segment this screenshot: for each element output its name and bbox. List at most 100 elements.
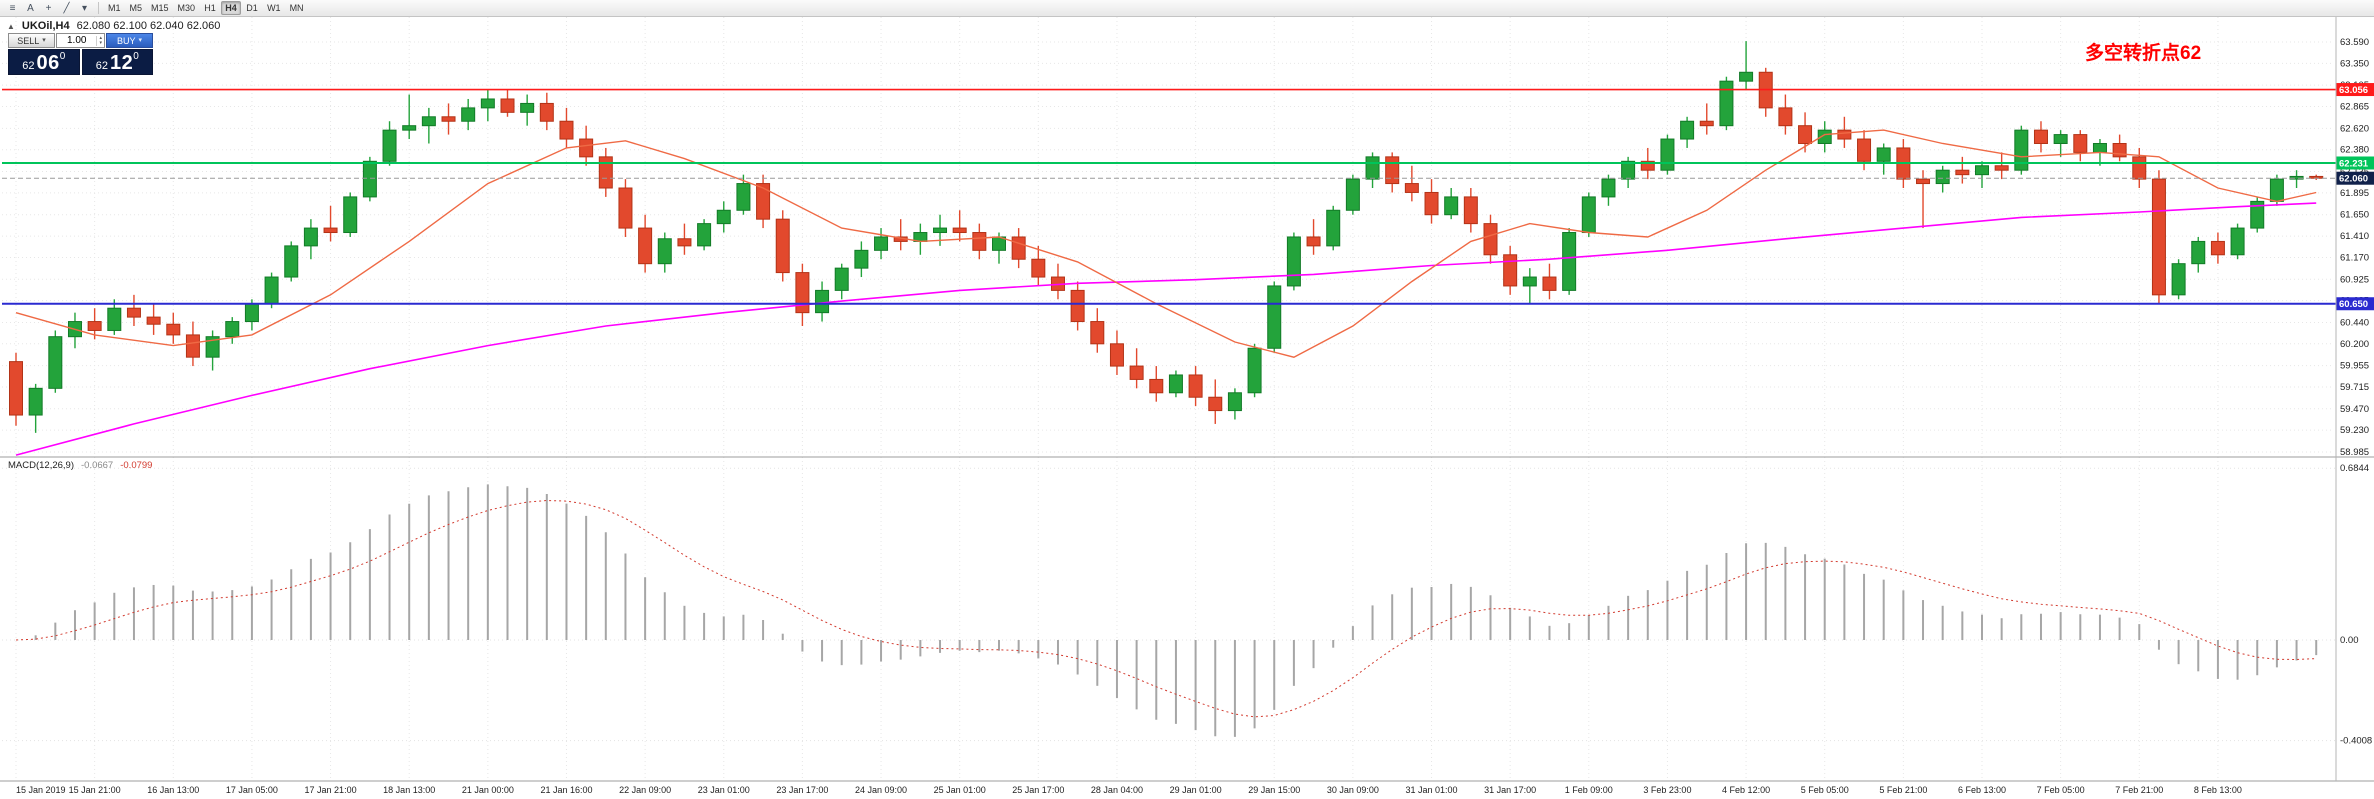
spin-down-icon[interactable]: ▾ xyxy=(99,39,102,46)
svg-text:60.925: 60.925 xyxy=(2340,274,2369,285)
spin-up-icon[interactable]: ▴ xyxy=(99,34,102,41)
svg-text:61.895: 61.895 xyxy=(2340,188,2369,199)
timeframe-button-mn[interactable]: MN xyxy=(289,3,304,13)
timeframe-button-h1[interactable]: H1 xyxy=(204,3,216,13)
timeframe-button-h4[interactable]: H4 xyxy=(221,1,242,15)
svg-text:3 Feb 23:00: 3 Feb 23:00 xyxy=(1643,785,1691,795)
one-click-trade-panel: SELL ▾ ▴ ▾ BUY ▾ 62 06 0 62 xyxy=(8,33,153,75)
svg-text:15 Jan 2019: 15 Jan 2019 xyxy=(16,785,66,795)
price-axis[interactable]: 63.59063.35063.10562.86562.62062.38062.1… xyxy=(2340,37,2369,458)
svg-text:16 Jan 13:00: 16 Jan 13:00 xyxy=(147,785,199,795)
svg-text:5 Feb 05:00: 5 Feb 05:00 xyxy=(1801,785,1849,795)
svg-text:61.170: 61.170 xyxy=(2340,252,2369,263)
svg-text:28 Jan 04:00: 28 Jan 04:00 xyxy=(1091,785,1143,795)
macd-layer: 0.6844 0.00 -0.4008 xyxy=(2,463,2372,747)
timeframe-button-m15[interactable]: M15 xyxy=(151,3,169,13)
svg-text:21 Jan 00:00: 21 Jan 00:00 xyxy=(462,785,514,795)
timeframe-button-w1[interactable]: W1 xyxy=(267,3,281,13)
svg-text:63.056: 63.056 xyxy=(2339,85,2368,96)
ohlc-quote: 62.080 62.100 62.040 62.060 xyxy=(76,20,221,32)
svg-text:7 Feb 21:00: 7 Feb 21:00 xyxy=(2115,785,2163,795)
svg-text:63.350: 63.350 xyxy=(2340,58,2369,69)
ask-price-display[interactable]: 62 12 0 xyxy=(81,49,153,75)
time-axis[interactable]: 15 Jan 2019 15 Jan 21:00 16 Jan 13:00 17 Ja… xyxy=(16,785,2242,795)
chart-header: ▲ UKOil,H4 62.080 62.100 62.040 62.060 xyxy=(7,20,220,32)
bid-big-digits: 06 xyxy=(36,52,60,74)
svg-text:17 Jan 05:00: 17 Jan 05:00 xyxy=(226,785,278,795)
svg-text:60.650: 60.650 xyxy=(2339,299,2368,310)
svg-text:0.6844: 0.6844 xyxy=(2340,463,2369,474)
bid-sup-digit: 0 xyxy=(59,51,66,62)
tools-dropdown-icon[interactable]: ▾ xyxy=(81,2,88,14)
svg-text:4 Feb 12:00: 4 Feb 12:00 xyxy=(1722,785,1770,795)
chart-menu-icon[interactable]: ≡ xyxy=(9,2,16,14)
svg-text:21 Jan 16:00: 21 Jan 16:00 xyxy=(540,785,592,795)
price-tag: 62.231 xyxy=(2336,156,2374,170)
svg-text:61.410: 61.410 xyxy=(2340,231,2369,242)
timeframe-button-m30[interactable]: M30 xyxy=(177,3,196,13)
cursor-tool-icon[interactable]: A xyxy=(27,2,34,14)
svg-text:25 Jan 17:00: 25 Jan 17:00 xyxy=(1012,785,1064,795)
buy-button[interactable]: BUY ▾ xyxy=(106,33,153,48)
macd-signal-line xyxy=(15,499,2317,718)
line-tool-icon[interactable]: ╱ xyxy=(63,2,70,14)
svg-text:6 Feb 13:00: 6 Feb 13:00 xyxy=(1958,785,2006,795)
macd-indicator-label: MACD(12,26,9) -0.0667 -0.0799 xyxy=(8,460,152,471)
toolbar-separator xyxy=(98,2,99,14)
price-tag: 60.650 xyxy=(2336,297,2374,311)
hlines-layer[interactable] xyxy=(2,88,2336,305)
ask-big-digits: 12 xyxy=(109,52,134,74)
price-tag: 62.060 xyxy=(2336,171,2374,185)
svg-text:59.230: 59.230 xyxy=(2340,425,2369,436)
timeframe-button-d1[interactable]: D1 xyxy=(246,3,258,13)
ask-prefix: 62 xyxy=(95,59,108,72)
svg-text:63.590: 63.590 xyxy=(2340,37,2369,48)
svg-text:62.231: 62.231 xyxy=(2339,158,2369,169)
svg-text:62.620: 62.620 xyxy=(2340,123,2369,134)
crosshair-tool-icon[interactable]: + xyxy=(45,2,52,14)
volume-input[interactable] xyxy=(57,34,97,47)
timeframe-button-m1[interactable]: M1 xyxy=(108,3,121,13)
svg-text:31 Jan 17:00: 31 Jan 17:00 xyxy=(1484,785,1536,795)
svg-text:23 Jan 01:00: 23 Jan 01:00 xyxy=(698,785,750,795)
svg-text:25 Jan 01:00: 25 Jan 01:00 xyxy=(934,785,986,795)
bid-prefix: 62 xyxy=(22,59,35,72)
sell-button[interactable]: SELL ▾ xyxy=(8,33,55,48)
svg-text:-0.4008: -0.4008 xyxy=(2340,736,2372,747)
svg-text:15 Jan 21:00: 15 Jan 21:00 xyxy=(69,785,121,795)
svg-text:31 Jan 01:00: 31 Jan 01:00 xyxy=(1405,785,1457,795)
volume-spinner[interactable]: ▴ ▾ xyxy=(96,34,104,46)
svg-text:29 Jan 15:00: 29 Jan 15:00 xyxy=(1248,785,1300,795)
svg-text:23 Jan 17:00: 23 Jan 17:00 xyxy=(776,785,828,795)
chart-annotation-text[interactable]: 多空转折点62 xyxy=(2085,43,2202,64)
candles-layer xyxy=(9,41,2324,433)
svg-text:29 Jan 01:00: 29 Jan 01:00 xyxy=(1170,785,1222,795)
svg-text:5 Feb 21:00: 5 Feb 21:00 xyxy=(1879,785,1927,795)
svg-text:0.00: 0.00 xyxy=(2340,635,2359,646)
expand-icon[interactable]: ▲ xyxy=(7,21,15,31)
buy-button-label: BUY xyxy=(116,35,136,46)
svg-text:60.440: 60.440 xyxy=(2340,317,2369,328)
svg-text:58.985: 58.985 xyxy=(2340,447,2369,458)
price-tag: 63.056 xyxy=(2336,83,2374,97)
svg-text:1 Feb 09:00: 1 Feb 09:00 xyxy=(1565,785,1613,795)
sell-button-label: SELL xyxy=(17,35,40,46)
svg-text:8 Feb 13:00: 8 Feb 13:00 xyxy=(2194,785,2242,795)
svg-text:60.200: 60.200 xyxy=(2340,339,2369,350)
svg-text:7 Feb 05:00: 7 Feb 05:00 xyxy=(2037,785,2085,795)
svg-text:17 Jan 21:00: 17 Jan 21:00 xyxy=(305,785,357,795)
ask-sup-digit: 0 xyxy=(133,51,139,62)
buy-dropdown-icon[interactable]: ▾ xyxy=(138,37,143,44)
sell-dropdown-icon[interactable]: ▾ xyxy=(42,37,46,44)
bid-price-display[interactable]: 62 06 0 xyxy=(8,49,80,75)
svg-text:61.650: 61.650 xyxy=(2340,210,2369,221)
macd-value: -0.0667 xyxy=(81,460,114,471)
svg-text:59.955: 59.955 xyxy=(2340,361,2369,372)
grid-layer xyxy=(2,17,2334,781)
timeframe-button-m5[interactable]: M5 xyxy=(129,3,143,13)
top-toolbar: ≡ A + ╱ ▾ M1 M5 M15 M30 H1 H4 D1 W1 MN xyxy=(0,0,2374,17)
ma-fast-line xyxy=(15,129,2317,358)
volume-box: ▴ ▾ xyxy=(56,33,105,48)
svg-text:30 Jan 09:00: 30 Jan 09:00 xyxy=(1327,785,1379,795)
